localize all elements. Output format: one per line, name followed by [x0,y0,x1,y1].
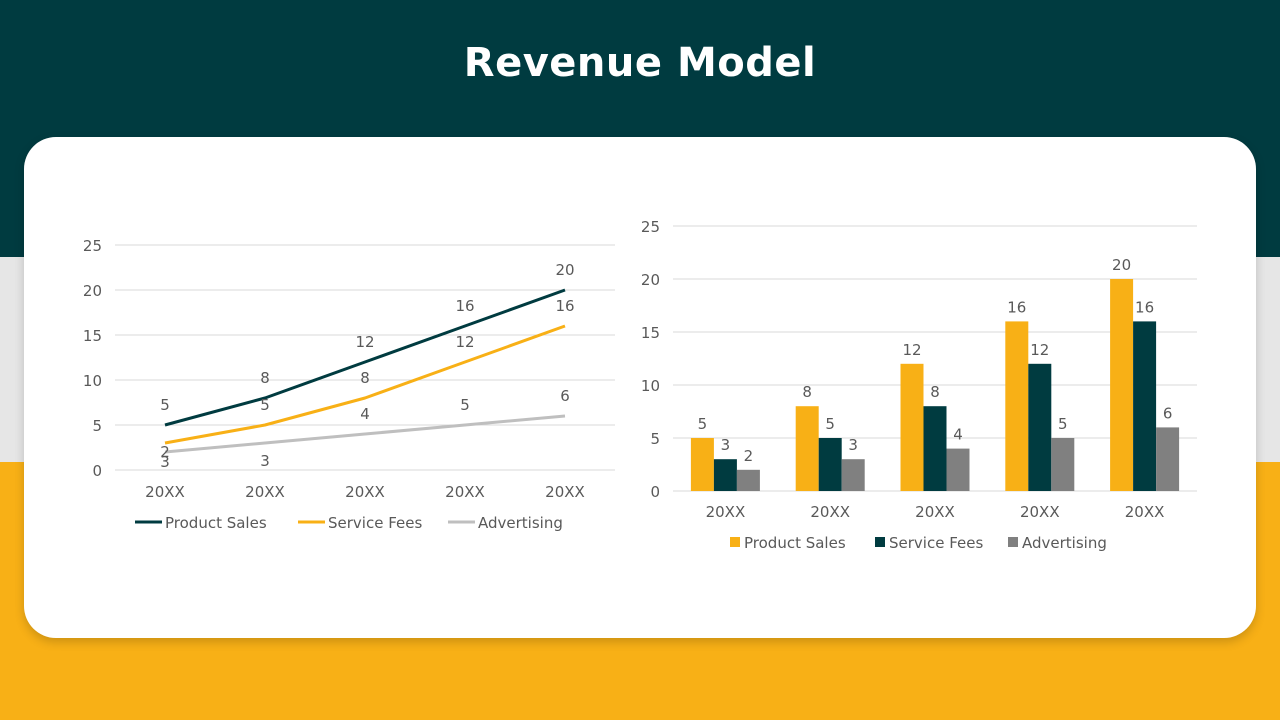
legend-label: Product Sales [165,514,267,532]
bar-chart-svg: 051015202520XX53220XX85320XX128420XX1612… [641,218,1197,552]
legend-swatch [1008,537,1018,547]
bar-chart: 0 5 10 15 20 25 20XX 5 3 2 20XX 8 5 3 20XX 12 8 4 20XX 16 12… [630,205,1220,565]
x-tick-label: 20XX [345,483,385,501]
x-tick-label: 20XX [445,483,485,501]
bar [1051,438,1075,491]
series-line [164,324,566,445]
series-line [164,414,566,454]
y-tick-label: 5 [650,430,660,448]
data-label: 2 [744,447,754,465]
bar [795,406,819,491]
bar [900,363,924,491]
data-label: 20 [1112,256,1131,274]
data-label: 5 [260,396,270,414]
y-tick-label: 25 [83,237,102,255]
legend-label: Product Sales [744,534,846,552]
x-tick-label: 20XX [810,503,850,521]
y-tick-label: 15 [641,324,660,342]
y-tick-label: 20 [641,271,660,289]
x-tick-label: 20XX [706,503,746,521]
y-tick-label: 10 [641,377,660,395]
legend-label: Service Fees [889,534,983,552]
data-label: 12 [902,341,921,359]
bar [713,459,737,491]
data-label: 2 [160,443,170,461]
bar [923,406,947,491]
x-tick-label: 20XX [145,483,185,501]
data-label: 12 [1030,341,1049,359]
data-label: 16 [455,297,474,315]
y-tick-label: 15 [83,327,102,345]
x-tick-label: 20XX [545,483,585,501]
line-chart: 0 5 10 15 20 25 20XX 20XX 20XX 20XX 20XX 5 8 12 16 20 2 5… [60,225,630,545]
data-label: 3 [160,453,170,471]
data-label: 16 [1135,298,1154,316]
data-label: 5 [460,396,470,414]
data-label: 20 [555,261,574,279]
data-label: 6 [1163,404,1173,422]
data-label: 3 [721,436,731,454]
data-label: 16 [1007,298,1026,316]
data-label: 8 [360,369,370,387]
slide-title: Revenue Model [463,40,817,86]
bar [1028,363,1052,491]
bar [1110,279,1134,491]
data-label: 3 [848,436,858,454]
data-label: 8 [930,383,940,401]
data-label: 5 [160,396,170,414]
legend-label: Advertising [478,514,563,532]
x-tick-label: 20XX [915,503,955,521]
x-tick-label: 20XX [1125,503,1165,521]
y-tick-label: 20 [83,282,102,300]
bar [946,448,970,491]
series-line [164,288,566,427]
bar [818,438,842,491]
y-tick-label: 10 [83,372,102,390]
bar [690,438,714,491]
data-label: 5 [698,415,708,433]
legend-label: Service Fees [328,514,422,532]
data-label: 5 [1058,415,1068,433]
legend-swatch [875,537,885,547]
bar [1133,321,1157,491]
data-label: 16 [555,297,574,315]
legend-label: Advertising [1022,534,1107,552]
bar [1005,321,1029,491]
data-label: 6 [560,387,570,405]
x-tick-label: 20XX [245,483,285,501]
data-label: 12 [355,333,374,351]
data-label: 4 [360,405,370,423]
bar [841,459,865,491]
bar [736,469,760,491]
legend-swatch [730,537,740,547]
y-tick-label: 5 [92,417,102,435]
data-label: 8 [260,369,270,387]
y-tick-label: 0 [650,483,660,501]
bar [1156,427,1180,491]
data-label: 5 [825,415,835,433]
data-label: 4 [953,426,963,444]
y-tick-label: 25 [641,218,660,236]
data-label: 3 [260,452,270,470]
data-label: 8 [802,383,812,401]
data-label: 12 [455,333,474,351]
y-tick-label: 0 [92,462,102,480]
x-tick-label: 20XX [1020,503,1060,521]
